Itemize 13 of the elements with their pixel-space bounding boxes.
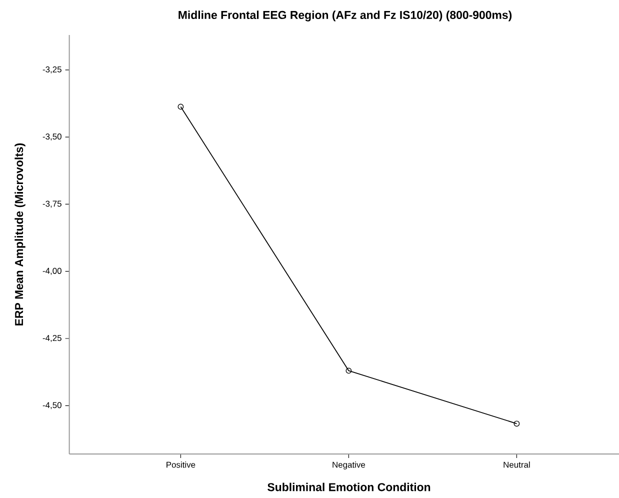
- y-tick-label: -3,75: [42, 200, 62, 208]
- x-tick-label: Positive: [166, 462, 196, 468]
- y-tick-label: -4,00: [42, 268, 62, 275]
- chart-title: Midline Frontal EEG Region (AFz and Fz IS10/20) (800-900ms): [178, 10, 512, 22]
- y-axis-title: ERP Mean Amplitude (Microvolts): [14, 143, 26, 326]
- x-axis-title: Subliminal Emotion Condition: [268, 482, 430, 492]
- y-tick-label: -4,50: [42, 402, 62, 410]
- y-tick-label: -4,25: [42, 335, 62, 342]
- point: [346, 368, 352, 374]
- x-tick-label: Negative: [332, 462, 366, 470]
- x-tick-label: Neutral: [504, 462, 530, 468]
- y-tick-label: -3,25: [42, 66, 62, 74]
- y-tick-label: -3,50: [42, 134, 62, 141]
